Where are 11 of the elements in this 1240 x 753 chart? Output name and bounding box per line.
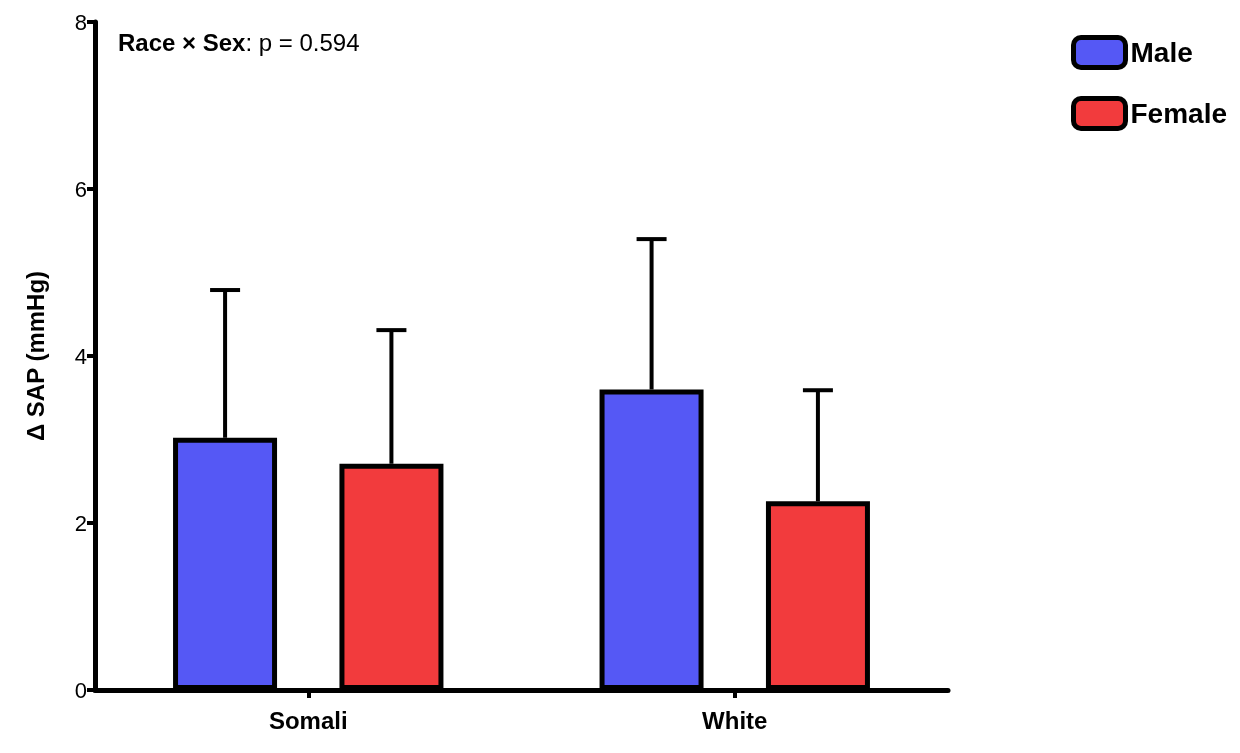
y-tick-label: 8 [74,9,87,35]
y-tick-label: 6 [74,176,87,202]
legend-label: Female [1130,98,1227,129]
x-tick-label: Somali [268,706,348,734]
annotation: Race × Sex: p = 0.594 [118,28,360,56]
x-tick-label: White [702,706,768,734]
y-tick-label: 4 [74,343,87,369]
y-tick-label: 2 [74,510,87,536]
y-axis-title: Δ SAP (mmHg) [21,270,49,442]
y-tick-label: 0 [74,677,87,703]
legend-label: Male [1130,37,1193,68]
